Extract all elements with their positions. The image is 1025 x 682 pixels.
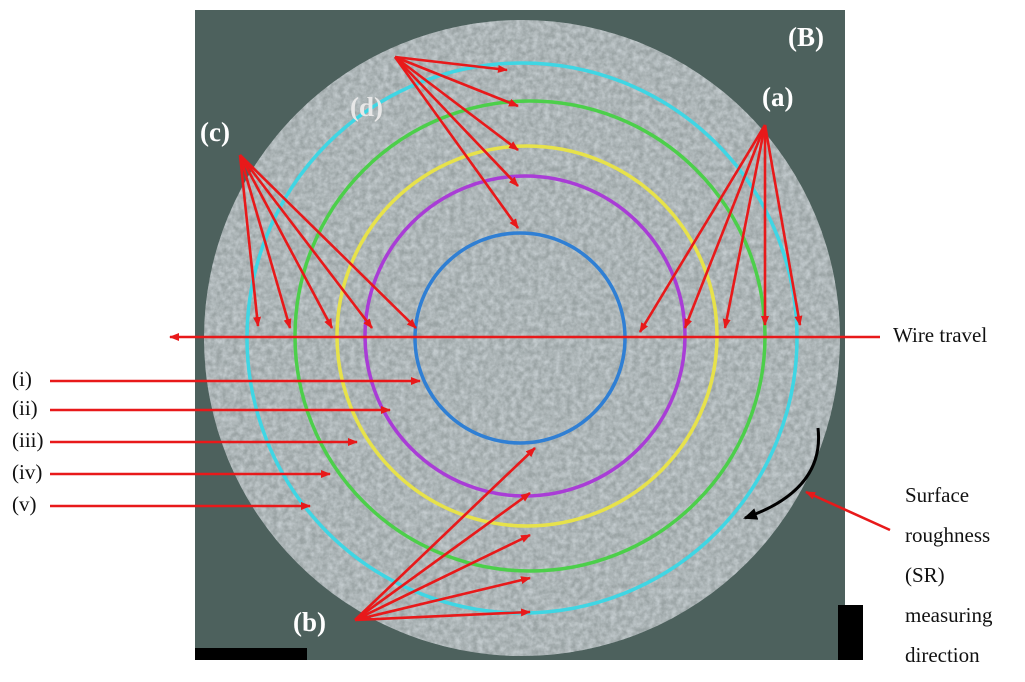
wire-travel: Wire travel [893, 323, 987, 347]
note-line: direction [905, 643, 980, 667]
bar [838, 605, 863, 660]
bar [195, 648, 307, 660]
label-d: (d) [350, 92, 383, 122]
note-line: measuring [905, 603, 993, 627]
ring-label: (ii) [12, 396, 38, 420]
figure: (B) (a) (c) (d) (b) Wire travel (i)(ii)(… [0, 0, 1025, 677]
note-line: roughness [905, 523, 990, 547]
label-a: (a) [762, 82, 793, 112]
label-c: (c) [200, 117, 230, 147]
ring-label: (v) [12, 492, 37, 516]
panel-label: (B) [788, 22, 824, 52]
note-line: (SR) [905, 563, 945, 587]
ring-labels: (i) (ii) (iii) (iv) (v) [12, 367, 44, 516]
direction-note: Surface roughness (SR) measuring direction [905, 483, 993, 667]
label-b: (b) [293, 607, 326, 637]
note-line: Surface [905, 483, 969, 507]
ring-label: (i) [12, 367, 32, 391]
ring-label: (iii) [12, 428, 44, 452]
ring-label: (iv) [12, 460, 42, 484]
